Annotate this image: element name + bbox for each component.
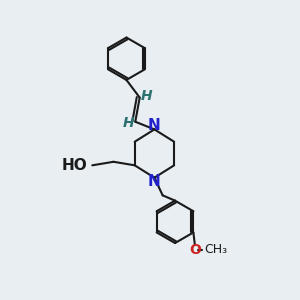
Text: H: H <box>123 116 135 130</box>
Text: H: H <box>140 89 152 103</box>
Text: HO: HO <box>62 158 88 173</box>
Text: O: O <box>189 242 201 256</box>
Text: CH₃: CH₃ <box>204 243 227 256</box>
Text: N: N <box>148 118 161 133</box>
Text: N: N <box>148 174 161 189</box>
